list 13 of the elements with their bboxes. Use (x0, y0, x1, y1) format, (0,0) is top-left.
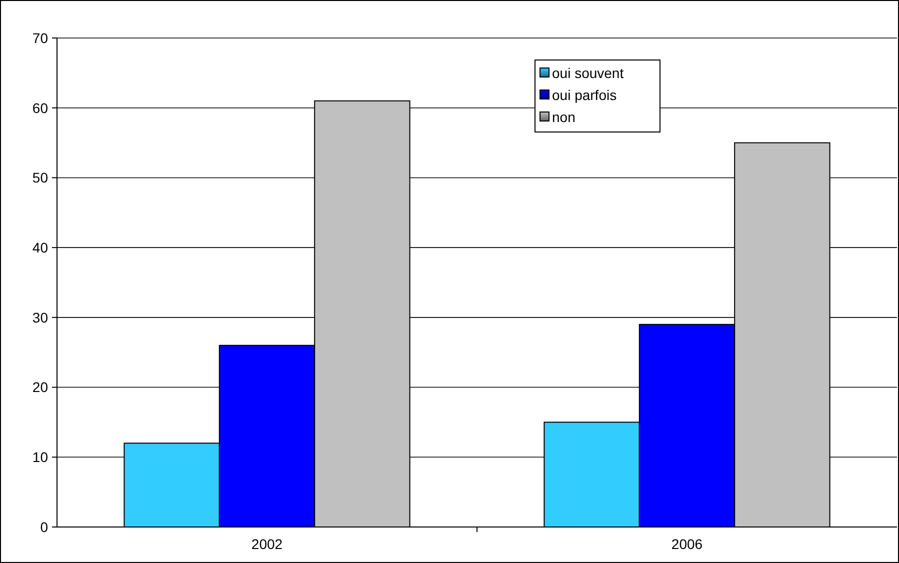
y-tick-label: 30 (32, 309, 48, 326)
y-tick-label: 40 (32, 239, 48, 256)
y-tick-label: 0 (40, 518, 48, 535)
legend-label: oui parfois (552, 86, 617, 103)
y-tick-label: 70 (32, 30, 48, 46)
y-tick-label: 60 (32, 100, 48, 116)
x-tick-label: 2002 (251, 536, 283, 552)
y-tick-label: 20 (32, 379, 48, 396)
legend-label: non (552, 108, 576, 125)
legend-label: oui souvent (552, 64, 624, 81)
x-tick-label: 2006 (671, 536, 703, 552)
y-tick-label: 50 (32, 170, 48, 186)
y-tick-label: 10 (32, 449, 48, 466)
